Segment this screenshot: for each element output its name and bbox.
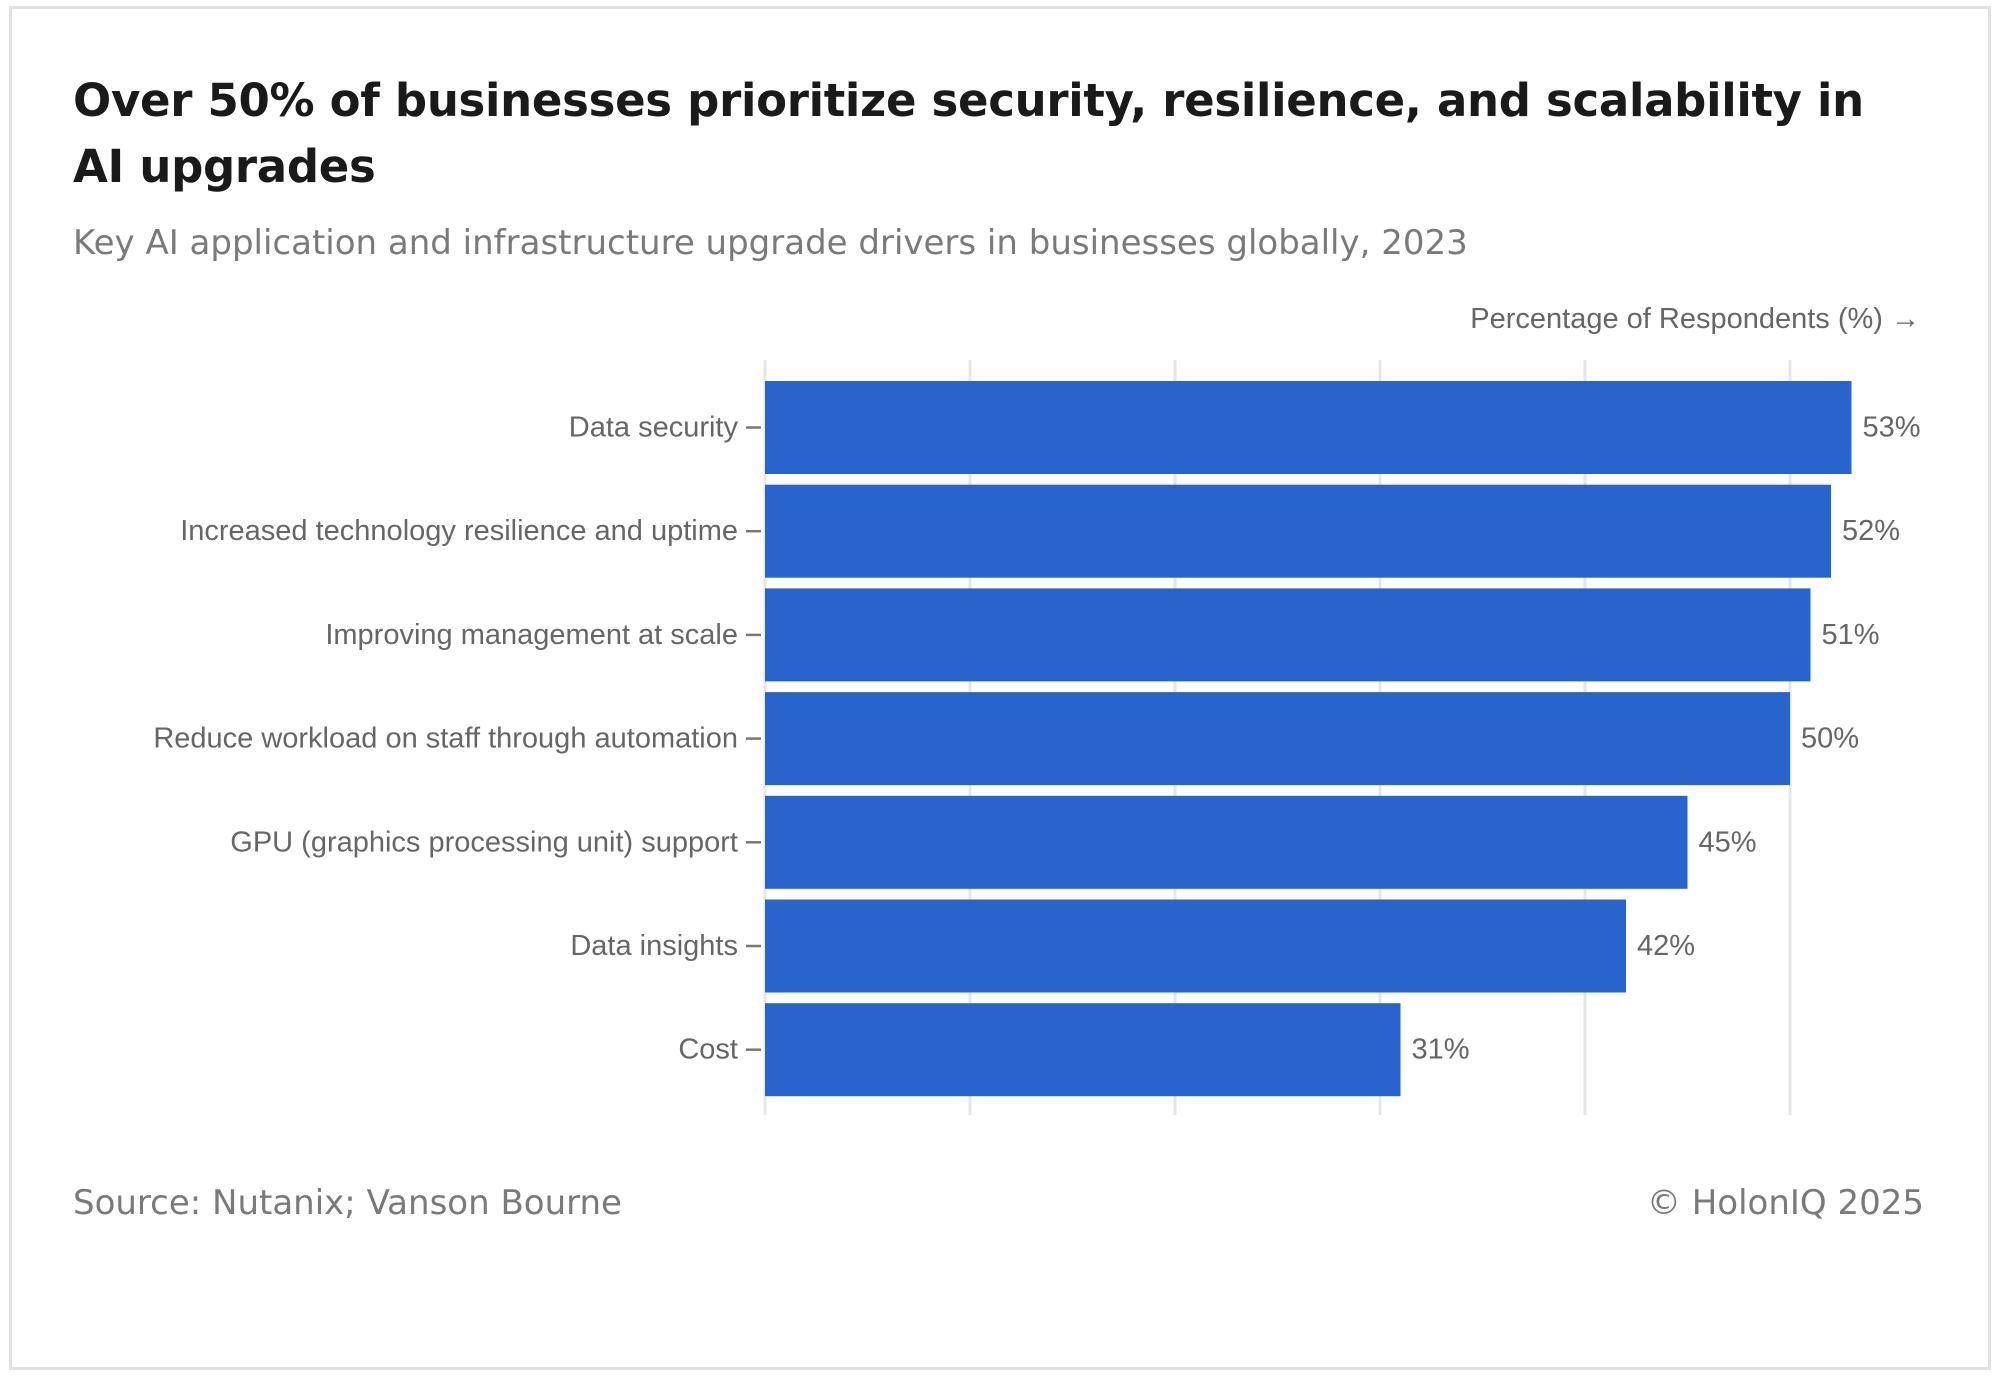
bar <box>765 899 1626 993</box>
bar <box>765 1003 1401 1097</box>
bar <box>765 795 1688 889</box>
value-label: 51% <box>1822 619 1880 651</box>
value-label: 53% <box>1863 412 1921 444</box>
category-label: Improving management at scale <box>325 619 738 651</box>
source-note: Source: Nutanix; Vanson Bourne <box>73 1183 622 1223</box>
chart-subtitle: Key AI application and infrastructure up… <box>73 223 1468 263</box>
x-axis-title: Percentage of Respondents (%) → <box>1470 303 1920 335</box>
bar <box>765 484 1831 578</box>
copyright-note: © HolonIQ 2025 <box>1646 1183 1924 1223</box>
category-label: Data insights <box>570 930 738 962</box>
value-label: 45% <box>1699 826 1757 858</box>
value-label: 31% <box>1412 1034 1470 1066</box>
bar <box>765 692 1790 786</box>
category-label: Cost <box>678 1034 738 1066</box>
bar <box>765 588 1811 682</box>
category-label: Reduce workload on staff through automat… <box>153 723 738 755</box>
value-label: 50% <box>1801 723 1859 755</box>
bar <box>765 381 1852 474</box>
category-label: Increased technology resilience and upti… <box>180 515 738 547</box>
value-label: 52% <box>1842 515 1900 547</box>
chart-title: Over 50% of businesses prioritize securi… <box>73 74 1864 193</box>
category-label: GPU (graphics processing unit) support <box>230 826 738 858</box>
labels: Data security 53% Increased technology res… <box>153 412 1920 1066</box>
value-label: 42% <box>1637 930 1695 962</box>
chart-card <box>9 6 1991 1370</box>
category-label: Data security <box>569 412 739 444</box>
bars <box>765 381 1852 1097</box>
